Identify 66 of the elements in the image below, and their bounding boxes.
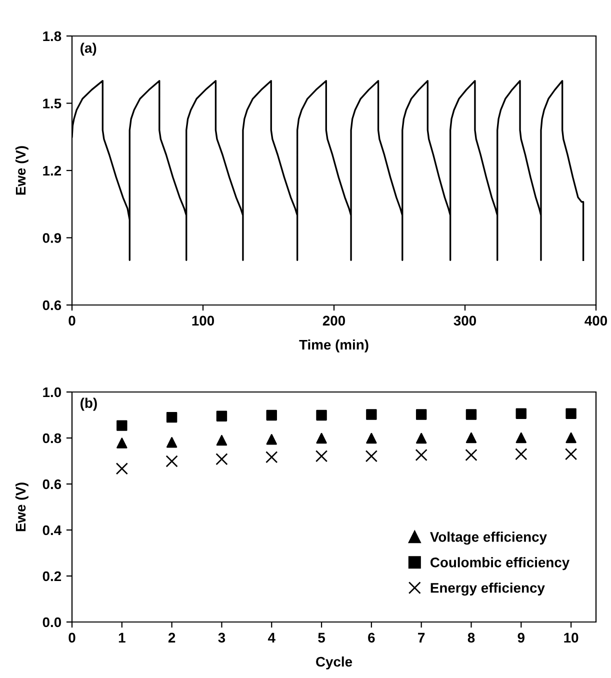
point <box>166 455 178 468</box>
x-tick-label: 1 <box>118 632 126 642</box>
point <box>166 437 178 448</box>
x-axis-title: Time (min) <box>299 339 368 352</box>
x-tick-label: 0 <box>68 316 76 326</box>
y-tick-label: 0.6 <box>42 479 62 490</box>
x-tick-label: 8 <box>468 632 475 643</box>
point <box>216 410 228 422</box>
x-tick-label: 7 <box>418 632 425 642</box>
point <box>266 410 277 421</box>
y-axis-title: Ewe (V) <box>15 482 28 532</box>
x-tick-label: 0 <box>68 632 76 643</box>
point <box>216 434 228 446</box>
point <box>116 462 128 475</box>
point <box>466 432 477 444</box>
y-tick-label: 0.8 <box>42 433 62 444</box>
point <box>116 438 128 448</box>
point <box>216 453 228 466</box>
x-tick-label: 3 <box>218 632 226 643</box>
point <box>564 448 578 460</box>
y-tick-label: 1.8 <box>43 31 62 42</box>
point <box>365 450 378 462</box>
x-tick-label: 200 <box>322 316 346 326</box>
legend-label: Energy efficiency <box>430 582 545 596</box>
y-tick-label: 1.2 <box>43 166 62 176</box>
annotation: (b) <box>80 398 97 411</box>
y-tick-label: 0.6 <box>42 300 62 310</box>
point <box>515 448 528 460</box>
y-tick-label: 0.2 <box>42 571 62 582</box>
x-tick-label: 2 <box>168 632 176 642</box>
y-tick-label: 0.9 <box>42 233 62 243</box>
y-tick-label: 0.0 <box>42 617 62 628</box>
point <box>516 432 526 444</box>
annotation: (a) <box>80 42 96 56</box>
x-tick-label: 6 <box>368 632 375 643</box>
x-axis-title: Cycle <box>316 656 352 670</box>
y-tick-label: 1.0 <box>43 387 62 398</box>
x-tick-label: 300 <box>454 316 476 326</box>
point <box>166 412 178 423</box>
point <box>116 420 128 431</box>
legend-label: Coulombic efficiency <box>430 557 570 570</box>
legend-label: Voltage efficiency <box>430 532 547 545</box>
point <box>566 432 576 444</box>
point <box>266 434 277 445</box>
x-tick-label: 10 <box>564 632 578 643</box>
x-tick-label: 4 <box>268 632 276 642</box>
y-tick-label: 0.4 <box>42 525 62 536</box>
point <box>366 409 377 420</box>
point <box>566 408 576 419</box>
y-axis-title: Ewe (V) <box>15 146 28 195</box>
point <box>416 432 427 444</box>
x-tick-label: 100 <box>192 316 214 326</box>
point <box>266 451 278 464</box>
x-tick-label: 5 <box>318 632 325 643</box>
point <box>466 409 477 420</box>
point <box>316 410 327 421</box>
point <box>316 432 327 444</box>
point <box>415 448 428 462</box>
point <box>416 409 427 420</box>
point <box>315 450 328 462</box>
y-tick-label: 1.5 <box>43 98 62 108</box>
point <box>516 408 526 419</box>
x-tick-label: 400 <box>584 316 608 326</box>
point <box>366 432 377 444</box>
x-tick-label: 9 <box>518 632 524 643</box>
point <box>465 448 478 462</box>
